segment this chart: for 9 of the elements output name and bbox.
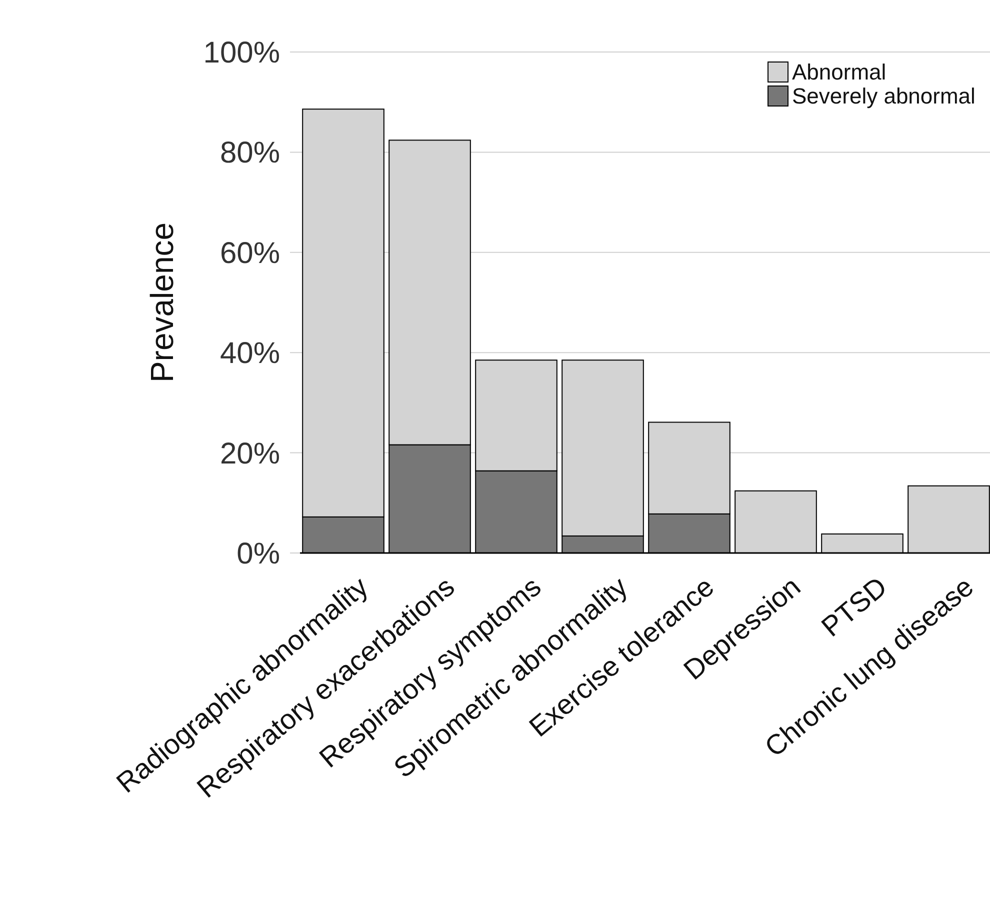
y-tick-label: 40%	[220, 337, 280, 370]
y-tick-label: 60%	[220, 236, 280, 270]
legend-label: Abnormal	[792, 60, 886, 85]
y-tick-label: 20%	[220, 437, 280, 470]
y-tick-label: 0%	[236, 538, 280, 570]
y-tick-label: 100%	[203, 36, 280, 70]
y-tick-label: 80%	[220, 136, 280, 170]
legend-label: Severely abnormal	[792, 84, 976, 109]
y-axis-title: Prevalence	[144, 222, 180, 383]
